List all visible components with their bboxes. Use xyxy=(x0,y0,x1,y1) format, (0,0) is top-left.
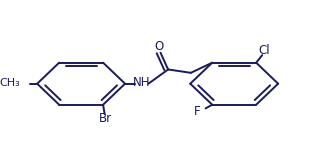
Text: F: F xyxy=(194,105,201,118)
Text: CH₃: CH₃ xyxy=(0,78,20,88)
Text: NH: NH xyxy=(133,75,151,89)
Text: Br: Br xyxy=(99,112,112,126)
Text: O: O xyxy=(154,40,164,53)
Text: Cl: Cl xyxy=(259,44,270,57)
